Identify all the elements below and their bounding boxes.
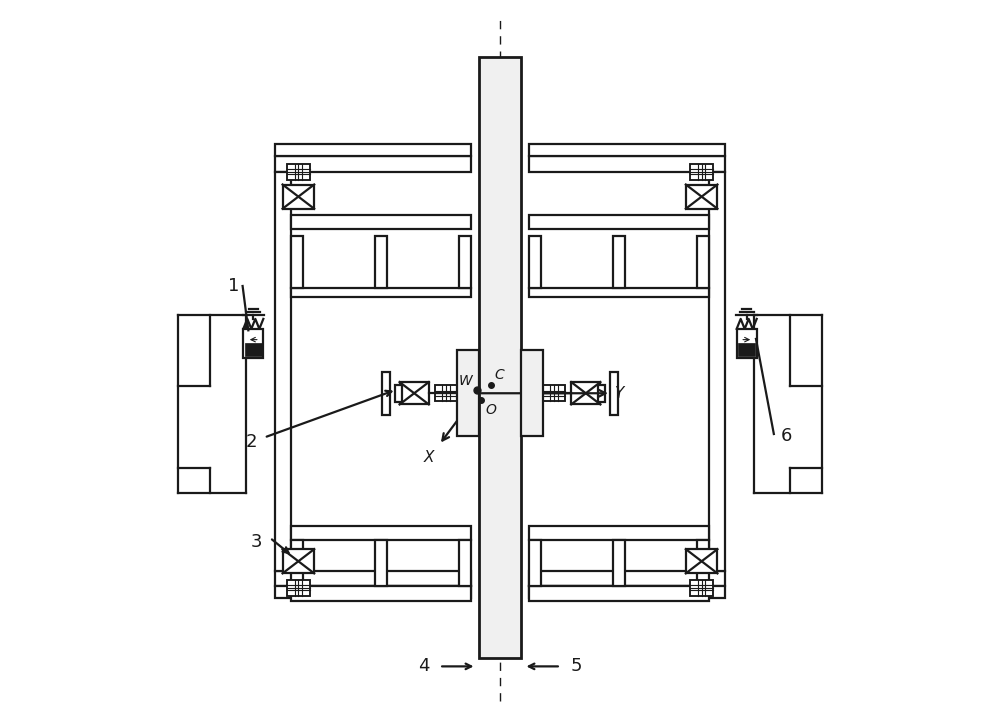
Bar [400, 382, 429, 405]
Bar [686, 184, 717, 209]
Bar [291, 214, 471, 229]
Bar [291, 288, 471, 297]
Bar [459, 540, 471, 586]
Bar [737, 329, 757, 358]
Bar [529, 156, 725, 172]
Bar [521, 350, 543, 436]
Bar [375, 540, 387, 586]
Bar [529, 526, 709, 540]
Bar [287, 164, 310, 179]
Bar [275, 172, 291, 571]
Bar [275, 586, 471, 598]
Bar [738, 343, 755, 356]
Bar [275, 571, 471, 586]
Bar [598, 385, 605, 402]
Bar [529, 236, 541, 288]
Text: C: C [494, 368, 504, 382]
Bar [395, 385, 402, 402]
Bar [613, 236, 625, 288]
Bar [529, 571, 725, 586]
Text: 6: 6 [780, 427, 792, 445]
Bar [529, 586, 725, 598]
Bar [291, 586, 471, 601]
Bar [457, 350, 479, 436]
Bar [529, 214, 709, 229]
Bar [291, 526, 471, 540]
Bar [529, 144, 725, 156]
Bar [459, 236, 471, 288]
Bar [571, 382, 600, 405]
Bar [697, 540, 709, 586]
Bar [283, 549, 314, 573]
Bar [542, 385, 565, 401]
Bar [275, 144, 471, 156]
Bar [287, 580, 310, 596]
Text: O: O [485, 403, 496, 418]
Bar [275, 156, 471, 172]
Text: W: W [459, 373, 473, 388]
Bar [435, 385, 458, 401]
Bar [529, 540, 541, 586]
Bar [610, 372, 618, 415]
Bar [709, 172, 725, 571]
Bar [529, 288, 709, 297]
Text: 5: 5 [570, 657, 582, 676]
Bar [375, 236, 387, 288]
Text: 1: 1 [228, 277, 239, 295]
Bar [690, 580, 713, 596]
Bar [686, 549, 717, 573]
Text: 2: 2 [245, 433, 257, 451]
Bar [245, 343, 262, 356]
Text: 4: 4 [418, 657, 430, 676]
Bar [283, 184, 314, 209]
Bar [529, 586, 709, 601]
Bar [382, 372, 390, 415]
Bar [291, 236, 303, 288]
Bar [479, 57, 521, 658]
Bar [291, 540, 303, 586]
Bar [613, 540, 625, 586]
Bar [690, 164, 713, 179]
Text: Y: Y [614, 386, 624, 400]
Text: X: X [424, 450, 434, 465]
Text: 3: 3 [251, 533, 263, 551]
Bar [243, 329, 263, 358]
Bar [697, 236, 709, 288]
